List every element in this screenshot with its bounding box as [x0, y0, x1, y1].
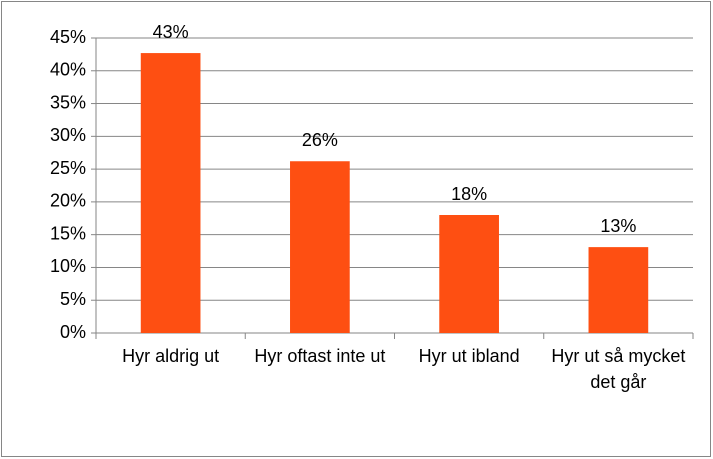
y-tick-label: 0%	[60, 322, 86, 342]
y-tick-label: 35%	[50, 92, 86, 112]
y-tick-label: 20%	[50, 191, 86, 211]
data-label: 43%	[153, 22, 189, 42]
data-label: 26%	[302, 130, 338, 150]
x-tick-label: Hyr oftast inte ut	[254, 346, 386, 366]
bar	[588, 247, 649, 333]
y-tick-label: 45%	[50, 27, 86, 47]
bar	[439, 215, 499, 333]
y-tick-label: 15%	[50, 223, 86, 243]
data-label: 13%	[600, 216, 636, 236]
y-tick-label: 25%	[50, 158, 86, 178]
y-tick-label: 10%	[50, 256, 86, 276]
bar	[290, 161, 350, 333]
x-tick-label: Hyr ut ibland	[418, 346, 520, 366]
x-tick-label: Hyr ut så mycket det går	[551, 346, 686, 392]
x-tick-label: Hyr aldrig ut	[122, 346, 220, 366]
data-label: 18%	[451, 184, 487, 204]
y-tick-label: 5%	[60, 289, 86, 309]
bar	[140, 53, 201, 333]
y-tick-label: 40%	[50, 60, 86, 80]
y-tick-label: 30%	[50, 125, 86, 145]
